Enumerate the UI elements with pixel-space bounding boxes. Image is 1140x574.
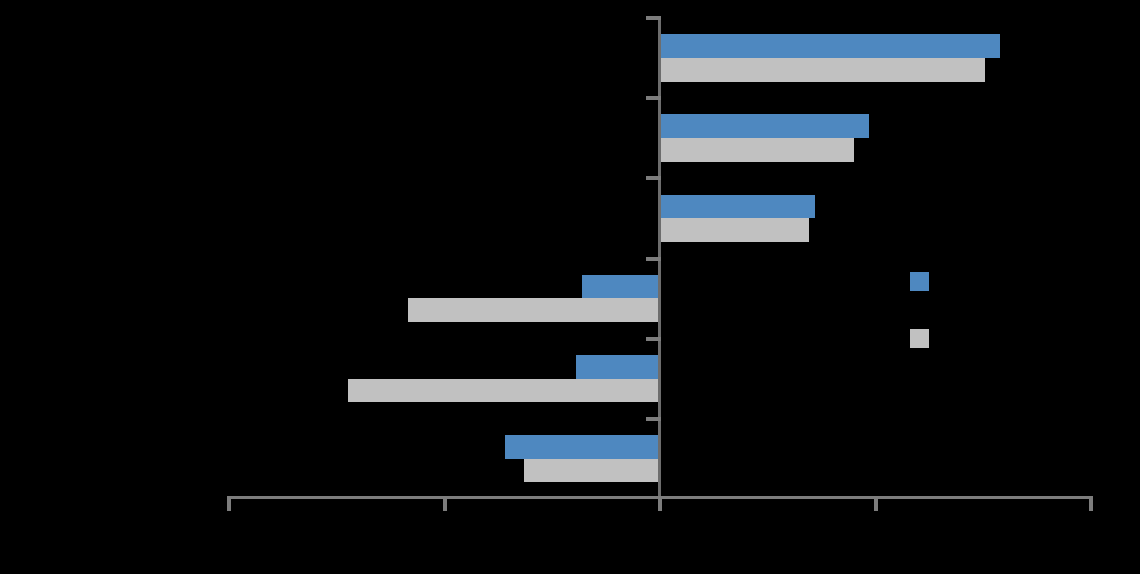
bar-series-gray-row-6 [524,458,660,483]
x-axis-tick [227,496,231,511]
y-axis-tick [646,96,661,101]
bar-series-gray-row-2 [660,138,854,162]
bar-series-blue-row-4 [582,274,660,299]
bar-series-gray-row-1 [660,57,986,82]
bar-series-gray-row-5 [347,378,660,403]
x-axis-tick [1089,496,1093,511]
bar-series-blue-row-3 [660,194,816,219]
bar-series-blue-row-1 [660,34,1001,58]
bar-series-gray-row-3 [660,218,809,242]
bar-series-blue-row-2 [660,114,870,139]
y-axis-line [658,17,661,511]
x-axis-tick [658,496,662,511]
y-axis-tick [646,16,661,20]
bar-series-gray-row-4 [407,298,660,323]
bar-series-blue-row-5 [575,354,660,379]
x-axis-tick [873,496,878,511]
y-axis-tick [646,256,661,261]
bar-series-blue-row-6 [504,435,660,459]
y-axis-tick [646,336,661,341]
x-axis-tick [442,496,447,511]
y-axis-tick [646,416,661,421]
y-axis-tick [646,176,661,181]
